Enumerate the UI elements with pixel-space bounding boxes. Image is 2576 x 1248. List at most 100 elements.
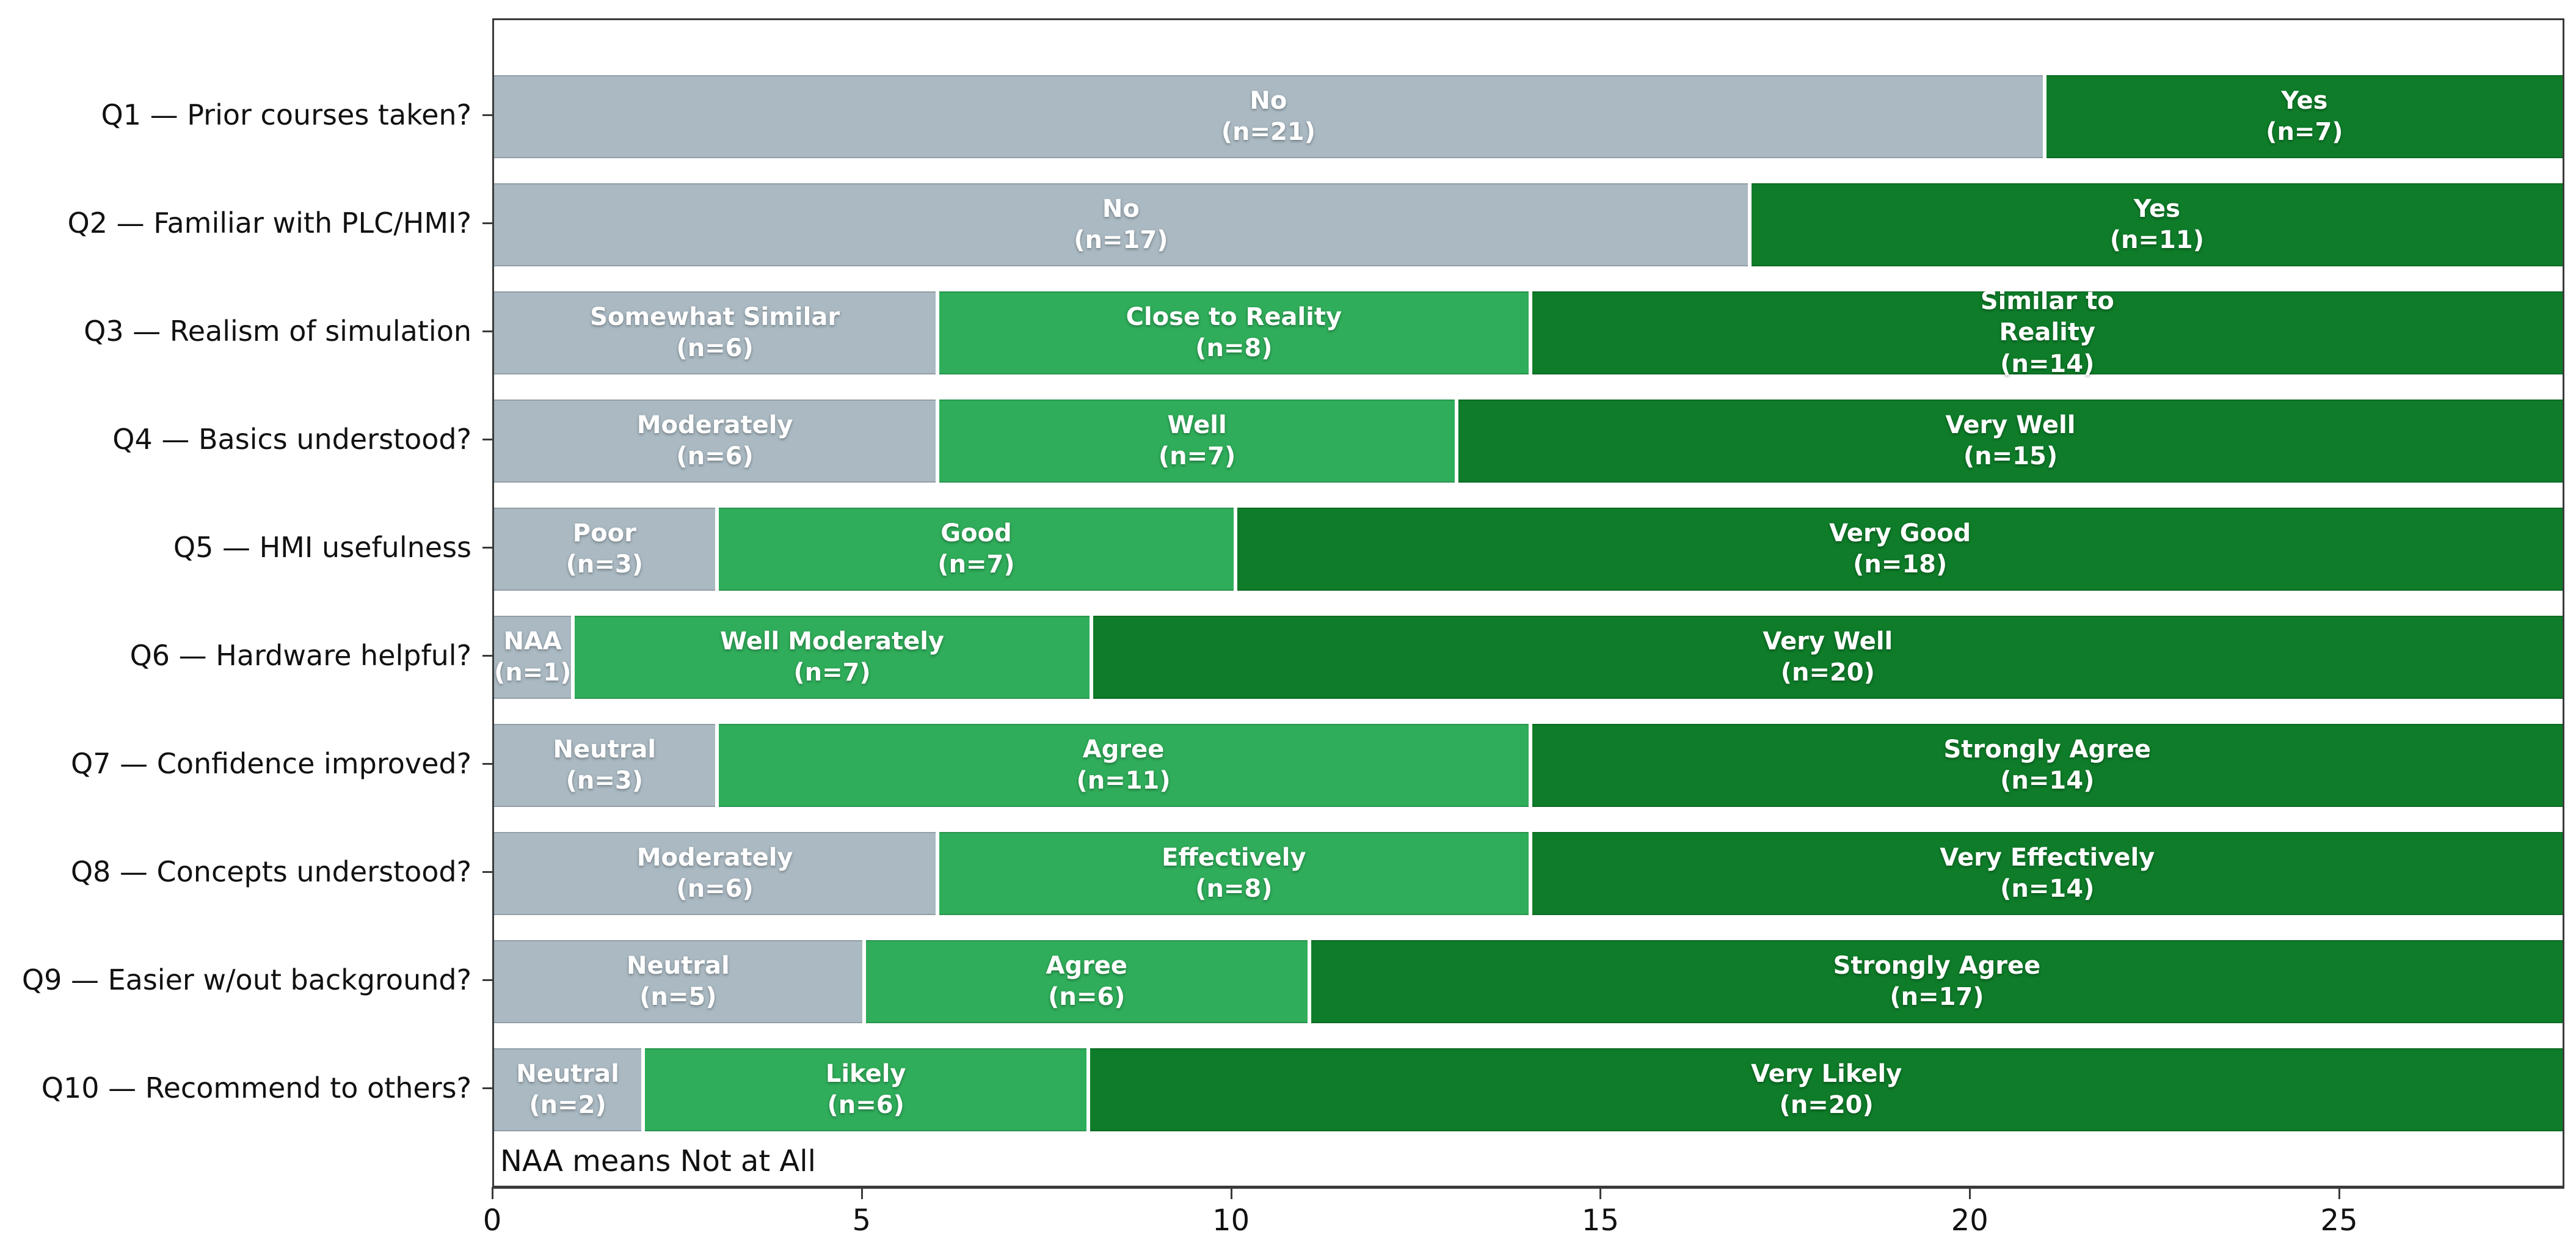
bar-segment: Very Well (n=20) [1093, 616, 2563, 699]
bar-segment-label-line: (n=6) [1048, 983, 1126, 1011]
y-tick-mark [482, 547, 492, 549]
bar-row: Somewhat Similar (n=6) Close to Reality (n=… [494, 287, 2563, 378]
x-tick-label: 20 [1951, 1203, 1988, 1238]
y-tick-mark [482, 979, 492, 981]
bar-segment-label-line: Well Moderately [720, 627, 944, 655]
bar-row: Moderately (n=6) Effectively (n=8) Very Effe… [494, 832, 2563, 915]
bar-segment-label-line: (n=20) [1780, 659, 1875, 687]
bar-segment: Moderately (n=6) [494, 400, 936, 483]
x-tick-label: 10 [1212, 1203, 1250, 1238]
bar-segment-label-line: (n=14) [2000, 349, 2095, 378]
bar-segment-label-line: Neutral [553, 735, 657, 764]
bar-segment-label-line: (n=7) [1158, 442, 1236, 470]
bar-segment-label-line: (n=14) [2000, 875, 2095, 903]
y-tick-mark [482, 655, 492, 657]
bar-segment-label-line: (n=5) [639, 983, 717, 1011]
x-tick-mark [2338, 1187, 2341, 1199]
bar-segment-label-line: Strongly Agree [1943, 735, 2152, 764]
bar-segment-label-line: (n=3) [566, 550, 643, 578]
y-tick-mark [482, 871, 492, 873]
bar-segment-label-line: Very Likely [1751, 1059, 1902, 1088]
bar-segment-label-line: (n=17) [1890, 983, 1984, 1011]
bar-segment-label-line: (n=8) [1195, 875, 1273, 903]
bar-row: No (n=17) Yes (n=11) [494, 183, 2563, 266]
bar-segment-label-line: Yes [2281, 86, 2328, 115]
y-axis-label: Q3 — Realism of simulation [84, 315, 471, 348]
bar-segment-label-line: (n=15) [1963, 442, 2058, 470]
bar-segment-label-line: (n=2) [529, 1091, 606, 1119]
x-tick-mark [1230, 1187, 1232, 1199]
x-tick-label: 0 [482, 1203, 502, 1238]
bar-row: Neutral (n=3) Agree (n=11) Strongly Agree (n=… [494, 724, 2563, 807]
bar-segment-label-line: (n=7) [937, 550, 1015, 578]
bar-segment: Agree (n=6) [865, 940, 1308, 1023]
bar-segment-label-line: (n=3) [566, 767, 643, 795]
bar-segment-label-line: Somewhat Similar [590, 302, 840, 331]
bar-segment-label-line: Moderately [636, 411, 793, 439]
x-tick-mark [492, 1187, 493, 1199]
bar-segment: Likely (n=6) [645, 1048, 1087, 1131]
y-axis-label: Q9 — Easier w/out background? [21, 963, 471, 996]
bar-segment-label-line: (n=6) [676, 334, 754, 362]
y-axis-label: Q10 — Recommend to others? [41, 1071, 471, 1104]
bar-segment-label-line: (n=18) [1853, 550, 1948, 578]
bar-segment-label-line: Good [941, 519, 1012, 547]
y-tick-mark [482, 763, 492, 765]
bar-segment: Moderately (n=6) [494, 832, 936, 915]
bar-segment-label-line: (n=6) [676, 442, 754, 470]
bar-segment-label-line: (n=17) [1074, 226, 1168, 254]
bar-segment: Somewhat Similar (n=6) [494, 291, 936, 374]
bar-segment: Strongly Agree (n=17) [1311, 940, 2563, 1023]
bar-segment-label-line: Strongly Agree [1833, 951, 2041, 980]
y-axis-label: Q6 — Hardware helpful? [129, 639, 471, 672]
naa-footnote: NAA means Not at All [500, 1144, 816, 1178]
bar-segment-label-line: (n=8) [1195, 334, 1273, 362]
y-axis-label: Q7 — Confidence improved? [71, 747, 471, 780]
bar-segment-label-line: (n=6) [827, 1091, 904, 1119]
bar-segment: Similar to Reality (n=14) [1532, 287, 2563, 378]
x-tick-mark [860, 1187, 863, 1199]
bar-segment-label-line: Yes [2133, 194, 2180, 223]
bar-row: Neutral (n=2) Likely (n=6) Very Likely (n=20) [494, 1048, 2563, 1131]
x-tick-mark [1599, 1187, 1602, 1199]
bar-segment: Yes (n=7) [2046, 75, 2563, 158]
bar-segment: Very Effectively (n=14) [1532, 832, 2563, 915]
bar-segment-label-line: Poor [572, 519, 636, 547]
bar-segment-label-line: Neutral [627, 951, 730, 980]
bar-segment-label-line: Moderately [636, 843, 793, 872]
bar-segment-label-line: (n=1) [494, 659, 572, 687]
bar-segment: Neutral (n=3) [494, 724, 715, 807]
bar-row: Poor (n=3) Good (n=7) Very Good (n=18) [494, 508, 2563, 591]
bar-segment-label-line: (n=7) [2266, 118, 2343, 146]
bar-segment-label-line: Neutral [516, 1059, 619, 1088]
bar-segment: NAA (n=1) [494, 616, 572, 699]
bar-segment-label-line: (n=11) [1076, 767, 1171, 795]
bar-segment-label-line: (n=6) [676, 875, 754, 903]
bar-row: No (n=21) Yes (n=7) [494, 75, 2563, 158]
bar-row: Moderately (n=6) Well (n=7) Very Well (n=15) [494, 400, 2563, 483]
y-axis-label: Q8 — Concepts understood? [70, 855, 471, 888]
y-tick-mark [482, 114, 492, 116]
x-tick-label: 25 [2320, 1203, 2358, 1238]
bar-segment: Agree (n=11) [718, 724, 1529, 807]
x-tick-label: 15 [1581, 1203, 1619, 1238]
bar-segment-label-line: (n=11) [2109, 226, 2204, 254]
y-tick-mark [482, 330, 492, 332]
bar-segment: Effectively (n=8) [939, 832, 1529, 915]
y-tick-mark [482, 222, 492, 224]
bar-segment: Poor (n=3) [494, 508, 715, 591]
bar-segment: Very Well (n=15) [1458, 400, 2563, 483]
bar-segment: Very Likely (n=20) [1090, 1048, 2563, 1131]
bar-segment-label-line: Reality [1999, 318, 2096, 347]
bar-segment-label-line: NAA [503, 627, 562, 655]
bar-segment-label-line: Very Well [1763, 627, 1893, 655]
bar-segment-label-line: (n=14) [2000, 767, 2095, 795]
bar-segment: Good (n=7) [718, 508, 1234, 591]
bar-segment: Well Moderately (n=7) [575, 616, 1090, 699]
bar-segment: No (n=21) [494, 75, 2043, 158]
x-tick-label: 5 [852, 1203, 871, 1238]
bar-segment: Close to Reality (n=8) [939, 291, 1529, 374]
bar-segment: Neutral (n=5) [494, 940, 862, 1023]
y-axis-label: Q4 — Basics understood? [112, 423, 471, 456]
